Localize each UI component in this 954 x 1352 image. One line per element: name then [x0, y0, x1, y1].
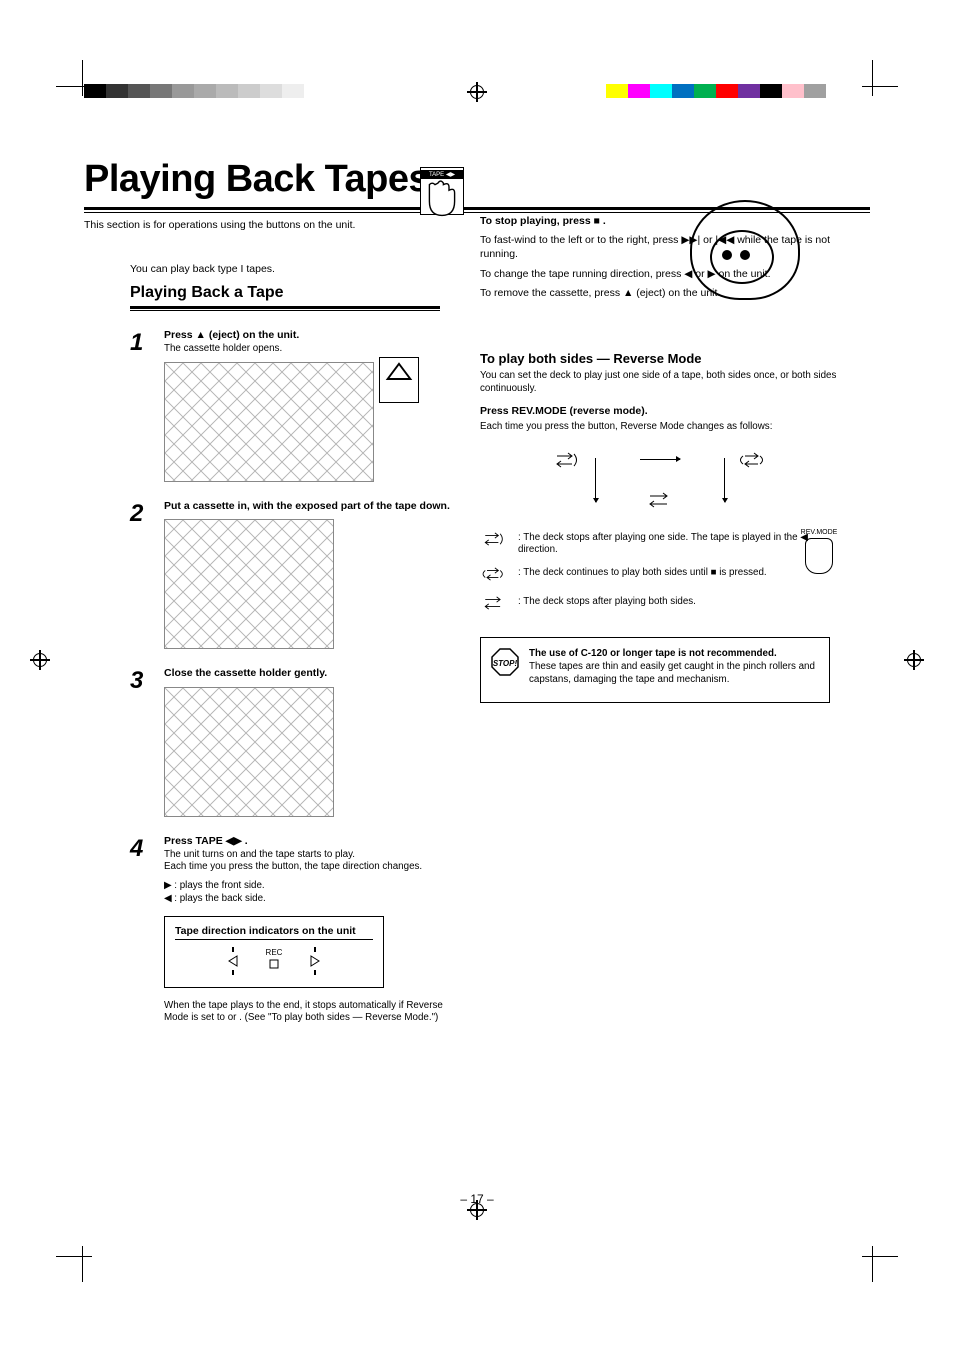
step-3: 3 Close the cassette holder gently. — [130, 667, 460, 817]
forward-play-icon — [308, 954, 322, 968]
warning-box: STOP! The use of C-120 or longer tape is… — [480, 637, 830, 703]
finger-press-icon — [805, 538, 833, 574]
step-4-line-0: The unit turns on and the tape starts to… — [164, 849, 460, 862]
mode-item-1-text: : The deck continues to play both sides … — [518, 567, 767, 586]
page-body: Playing Back Tapes This section is for o… — [84, 70, 870, 1270]
subhead-rule — [130, 306, 440, 311]
step-1: 1 Press ▲ (eject) on the unit. The casse… — [130, 329, 460, 481]
reverse-mode-press: Press REV.MODE (reverse mode). — [480, 405, 840, 419]
mode-repeat-icon — [480, 567, 508, 586]
step-4-text: Press TAPE ◀▶ . — [164, 835, 460, 849]
rec-label: REC — [266, 948, 283, 957]
page-number: – 17 – — [84, 1192, 870, 1206]
step-2-number: 2 — [130, 500, 150, 650]
step-1-number: 1 — [130, 329, 150, 481]
reverse-mode-each: Each time you press the button, Reverse … — [480, 421, 840, 434]
step-4-number: 4 — [130, 835, 150, 906]
warning-line-2: These tapes are thin and easily get caug… — [529, 661, 819, 686]
direction-indicator-box: Tape direction indicators on the unit RE… — [164, 916, 384, 988]
eject-button-inset — [379, 357, 419, 403]
step-1-text: Press ▲ (eject) on the unit. — [164, 329, 460, 343]
step-2-text: Put a cassette in, with the exposed part… — [164, 500, 460, 514]
tape-button-label: TAPE ◀▶ — [421, 170, 463, 179]
page-title: Playing Back Tapes — [84, 158, 870, 201]
step-1-after: The cassette holder opens. — [164, 343, 460, 356]
right-ff-text: To fast-wind to the left or to the right… — [480, 234, 840, 261]
revmode-button-inset: REV.MODE — [798, 529, 840, 581]
reverse-mode-intro: You can set the deck to play just one si… — [480, 370, 840, 395]
mode-one-side-icon — [554, 452, 580, 468]
reverse-mode-diagram — [505, 452, 815, 518]
stop-warning-icon: STOP! — [489, 646, 521, 678]
mode-one-side-icon — [480, 532, 508, 557]
reg-mark-right — [904, 650, 924, 670]
reverse-mode-heading: To play both sides — Reverse Mode — [480, 351, 840, 366]
step-3-text: Close the cassette holder gently. — [164, 667, 460, 681]
step-3-illustration — [164, 687, 334, 817]
rec-stop-icon — [268, 958, 280, 970]
reverse-mode-list: : The deck stops after playing one side.… — [480, 532, 840, 615]
step-3-number: 3 — [130, 667, 150, 817]
left-column: You can play back type I tapes. Playing … — [130, 263, 460, 1025]
right-eject-text: To remove the cassette, press ▲ (eject) … — [480, 287, 840, 301]
after-indicator-text: When the tape plays to the end, it stops… — [164, 1000, 444, 1025]
mode-repeat-icon — [740, 452, 766, 468]
indicator-box-title: Tape direction indicators on the unit — [175, 925, 373, 940]
step-1-illustration — [164, 362, 374, 482]
right-column: To stop playing, press ■ . To fast-wind … — [480, 263, 840, 704]
reverse-play-icon — [226, 954, 240, 968]
note-above-subhead: You can play back type I tapes. — [130, 263, 460, 277]
right-dir-text: To change the tape running direction, pr… — [480, 268, 840, 282]
mode-both-once-icon — [480, 596, 508, 615]
step-4: 4 Press TAPE ◀▶ . The unit turns on and … — [130, 835, 460, 906]
tape-button-inset: TAPE ◀▶ — [420, 167, 464, 215]
warning-line-1: The use of C-120 or longer tape is not r… — [529, 648, 819, 661]
step-4-line-2: ▶ : plays the front side. — [164, 880, 460, 893]
step-4-line-3: ◀ : plays the back side. — [164, 893, 460, 906]
mode-item-0-text: : The deck stops after playing one side.… — [518, 532, 840, 557]
subhead-playing-back-a-tape: Playing Back a Tape — [130, 284, 460, 302]
reg-mark-left — [30, 650, 50, 670]
finger-press-icon — [421, 179, 463, 221]
step-2: 2 Put a cassette in, with the exposed pa… — [130, 500, 460, 650]
mode-item-2-text: : The deck stops after playing both side… — [518, 596, 696, 615]
step-2-illustration — [164, 519, 334, 649]
revmode-button-label: REV.MODE — [801, 529, 838, 536]
step-4-line-1: Each time you press the button, the tape… — [164, 861, 460, 874]
arrow-right-icon — [640, 459, 680, 460]
svg-text:STOP!: STOP! — [493, 659, 518, 668]
right-stop-text: To stop playing, press ■ . — [480, 215, 840, 229]
mode-both-once-icon — [647, 492, 673, 508]
